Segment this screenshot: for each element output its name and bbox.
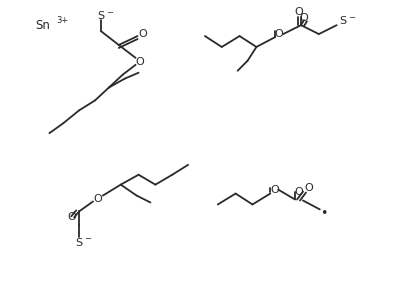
Text: −: −	[106, 8, 113, 17]
Text: O: O	[275, 29, 284, 39]
Text: O: O	[270, 185, 278, 195]
Text: O: O	[300, 13, 308, 23]
Text: O: O	[135, 57, 144, 67]
Text: S: S	[97, 11, 105, 21]
Text: S: S	[75, 238, 83, 248]
Text: Sn: Sn	[35, 19, 50, 32]
Text: •: •	[320, 207, 327, 220]
Text: 3+: 3+	[56, 16, 69, 25]
Text: −: −	[348, 13, 355, 22]
Text: O: O	[94, 195, 102, 205]
Text: O: O	[295, 7, 303, 17]
Text: S: S	[339, 16, 346, 26]
Text: O: O	[138, 29, 147, 39]
Text: −: −	[85, 235, 92, 244]
Text: O: O	[305, 183, 313, 193]
Text: O: O	[295, 187, 303, 197]
Text: O: O	[68, 212, 77, 222]
